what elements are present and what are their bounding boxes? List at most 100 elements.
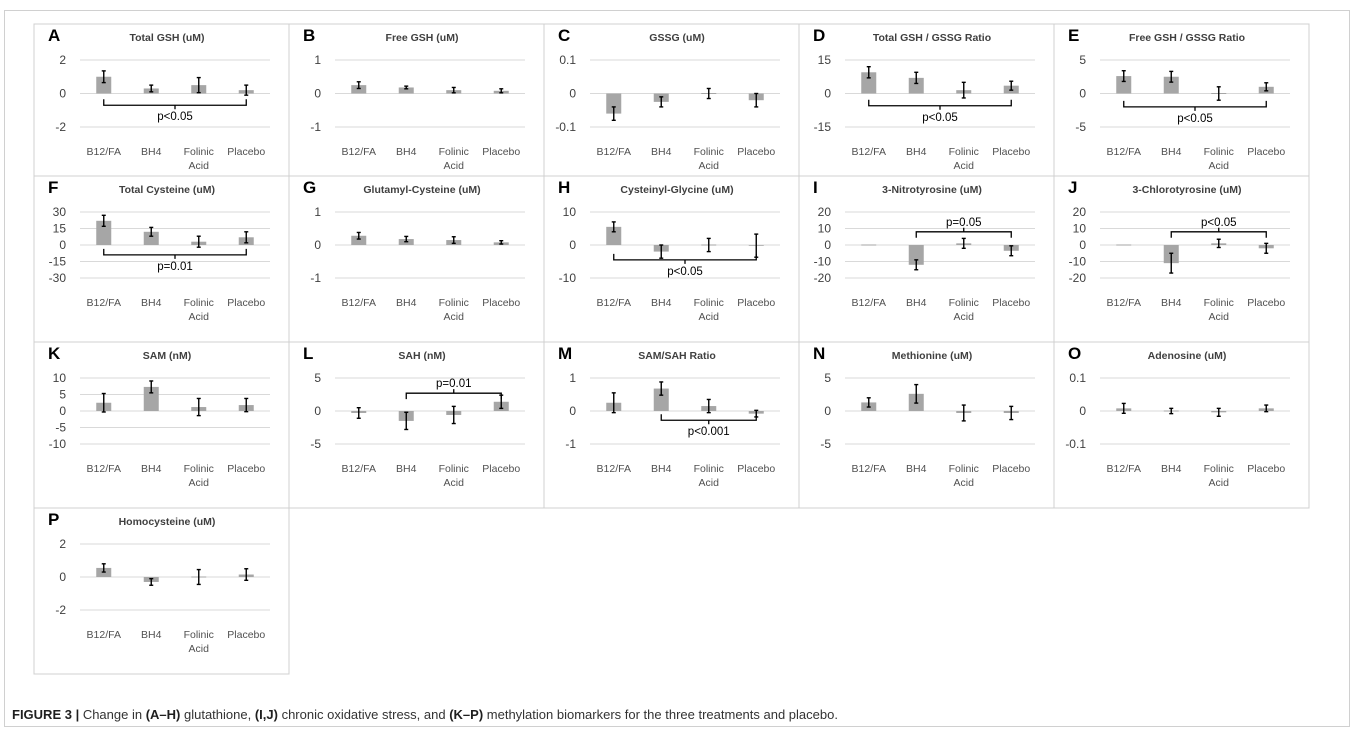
category-label: B12/FA xyxy=(342,463,376,475)
panel-o: O Adenosine (uM) -0.1 0 0.1 B12/FA BH4 Folinic A… xyxy=(1053,341,1310,509)
y-tick-label: -10 xyxy=(49,437,67,451)
significance-label: p<0.05 xyxy=(1177,113,1213,125)
category-label: Placebo xyxy=(737,146,775,158)
category-label-line: Acid xyxy=(189,477,210,489)
category-label-line: Acid xyxy=(1209,477,1230,489)
panel-title: Free GSH (uM) xyxy=(386,32,459,44)
panel-title: Cysteinyl-Glycine (uM) xyxy=(620,184,733,196)
significance-label: p=0.01 xyxy=(157,261,193,273)
y-tick-label: -5 xyxy=(310,437,321,451)
panel-border xyxy=(288,175,545,343)
panel-g: G Glutamyl-Cysteine (uM) -1 0 1 B12/FA BH4 Foli… xyxy=(288,175,545,343)
y-tick-label: -5 xyxy=(1075,120,1086,134)
panel-e: E Free GSH / GSSG Ratio -5 0 5 B12/FA BH4 Folin… xyxy=(1053,23,1310,177)
category-label: BH4 xyxy=(141,629,162,641)
y-tick-label: 0 xyxy=(1079,238,1086,252)
category-label: B12/FA xyxy=(87,297,121,309)
y-tick-label: 0 xyxy=(824,87,831,101)
category-label: BH4 xyxy=(141,463,162,475)
category-label: BH4 xyxy=(1161,146,1182,158)
panel-letter: B xyxy=(303,26,315,45)
panel-p: P Homocysteine (uM) -2 0 2 B12/FA BH4 Folinic Ac… xyxy=(33,507,290,675)
category-label-line: Acid xyxy=(444,311,465,323)
significance-bracket xyxy=(915,227,1012,238)
bar xyxy=(1116,244,1132,246)
category-label: Placebo xyxy=(227,297,265,309)
category-label: B12/FA xyxy=(852,146,886,158)
panel-n: N Methionine (uM) -5 0 5 B12/FA BH4 Folinic Acid… xyxy=(798,341,1055,509)
bar xyxy=(908,245,924,265)
panel-title: Glutamyl-Cysteine (uM) xyxy=(363,184,480,196)
category-label: BH4 xyxy=(141,146,162,158)
panel-border xyxy=(1053,341,1310,509)
category-label: Folinic Acid xyxy=(1204,463,1234,489)
caption-part: (A–H) xyxy=(145,707,181,722)
y-tick-label: 0 xyxy=(569,87,576,101)
category-label-line: Acid xyxy=(954,311,975,323)
panel-title: SAM (nM) xyxy=(143,350,191,362)
y-tick-label: 0 xyxy=(824,238,831,252)
category-label-line: Folinic xyxy=(184,146,214,158)
category-label-line: Folinic xyxy=(949,146,979,158)
y-tick-label: 0 xyxy=(59,87,66,101)
category-label: B12/FA xyxy=(87,146,121,158)
caption-part: chronic oxidative stress, and xyxy=(277,707,450,722)
category-label: B12/FA xyxy=(87,463,121,475)
panel-a: A Total GSH (uM) -2 0 2 B12/FA BH4 Folinic Acid P… xyxy=(33,23,290,177)
panel-letter: N xyxy=(813,344,825,363)
bar xyxy=(1163,76,1179,94)
category-label-line: Folinic xyxy=(184,297,214,309)
y-tick-label: 0 xyxy=(59,238,66,252)
significance-bracket xyxy=(103,248,247,259)
y-tick-label: -1 xyxy=(310,120,321,134)
panel-letter: G xyxy=(303,178,316,197)
caption-label: FIGURE 3 | xyxy=(12,707,80,722)
category-label: Folinic Acid xyxy=(949,297,979,323)
panel-border xyxy=(33,341,290,509)
category-label-line: Folinic xyxy=(1204,146,1234,158)
panel-letter: A xyxy=(48,26,60,45)
category-label-line: Acid xyxy=(1209,160,1230,172)
panel-f: F Total Cysteine (uM) -30 -15 0 15 30 B12/FA BH4… xyxy=(33,175,290,343)
panel-title: SAH (nM) xyxy=(398,350,445,362)
y-tick-label: 2 xyxy=(59,537,66,551)
category-label: Placebo xyxy=(1247,297,1285,309)
bar xyxy=(653,388,669,411)
panel-letter: E xyxy=(1068,26,1079,45)
y-tick-label: 0 xyxy=(569,238,576,252)
caption-body: Change in (A–H) glutathione, (I,J) chron… xyxy=(79,707,838,722)
y-tick-label: -10 xyxy=(814,255,832,269)
category-label: Placebo xyxy=(482,146,520,158)
bar xyxy=(96,76,112,94)
caption-part: (K–P) xyxy=(449,707,484,722)
panel-j: J 3-Chlorotyrosine (uM) -20 -10 0 10 20 B12/FA B… xyxy=(1053,175,1310,343)
bar xyxy=(351,85,367,94)
panel-title: GSSG (uM) xyxy=(649,32,704,44)
category-label: Folinic Acid xyxy=(1204,146,1234,172)
panel-title: Homocysteine (uM) xyxy=(119,516,216,528)
panel-border xyxy=(33,507,290,675)
category-label: BH4 xyxy=(1161,463,1182,475)
y-tick-label: 0 xyxy=(314,404,321,418)
panel-letter: F xyxy=(48,178,58,197)
bar xyxy=(96,220,112,245)
category-label-line: Folinic xyxy=(184,629,214,641)
y-tick-label: 10 xyxy=(563,205,577,219)
category-label: B12/FA xyxy=(597,146,631,158)
category-label: Placebo xyxy=(992,463,1030,475)
category-label: Placebo xyxy=(482,297,520,309)
category-label: B12/FA xyxy=(342,146,376,158)
y-tick-label: -15 xyxy=(49,255,67,269)
category-label: Folinic Acid xyxy=(439,463,469,489)
y-tick-label: 20 xyxy=(818,205,832,219)
category-label-line: Folinic xyxy=(1204,297,1234,309)
y-tick-label: 10 xyxy=(1073,222,1087,236)
significance-bracket xyxy=(660,414,757,425)
category-label-line: Folinic xyxy=(694,146,724,158)
y-tick-label: 0 xyxy=(1079,404,1086,418)
y-tick-label: 1 xyxy=(314,205,321,219)
panel-title: Adenosine (uM) xyxy=(1148,350,1227,362)
panel-letter: O xyxy=(1068,344,1081,363)
y-tick-label: 5 xyxy=(824,371,831,385)
